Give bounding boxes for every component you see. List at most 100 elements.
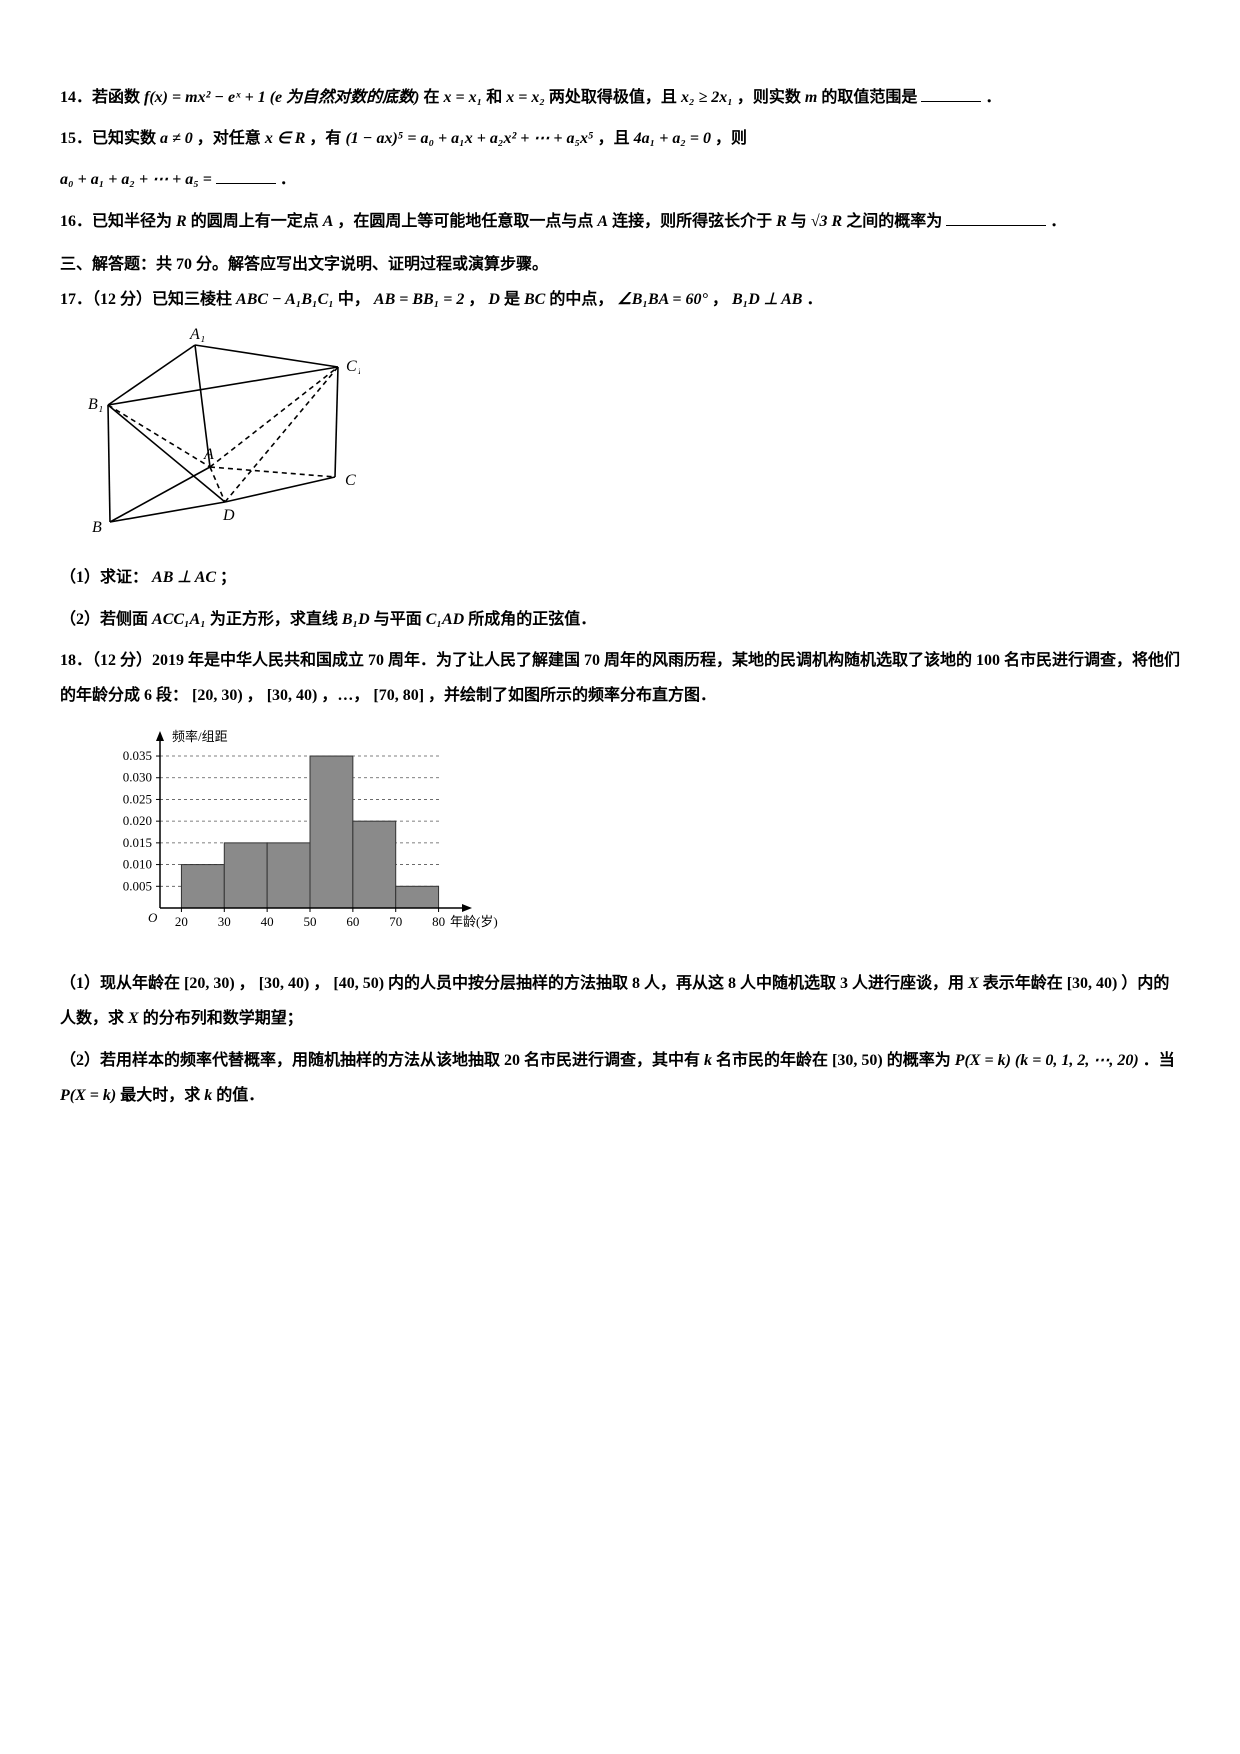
svg-text:0.035: 0.035 [123,748,152,763]
q17-p2-pre: （2）若侧面 [60,611,152,628]
svg-text:A₁: A₁ [189,327,205,343]
q15-period: ． [280,171,296,188]
q18-p2-mid1: 名市民的年龄在 [716,1052,832,1069]
q17-p2-tail: 所成角的正弦值． [468,611,596,628]
q16-mid2: ，在圆周上等可能地任意取一点与点 [337,213,597,230]
q18-seg6: [70, 80] [373,687,424,704]
q17-mid3: 是 [504,291,524,308]
q17-period: ． [806,291,822,308]
q14-func: f(x) = mx² − eˣ + 1 (e 为自然对数的底数) [144,89,419,106]
svg-text:D: D [222,507,235,524]
q18-p2-tail: 的值． [216,1087,264,1104]
question-15-line2: a₀ + a₁ + a₂ + ⋯ + a₅ = ． [60,162,1180,197]
q15-xr: x ∈ R [265,130,306,147]
svg-text:0.010: 0.010 [123,857,152,872]
q18-Pmax: P(X = k) [60,1087,116,1104]
q16-A2: A [597,213,608,230]
question-18: 18．（12 分）2019 年是中华人民共和国成立 70 周年．为了让人民了解建… [60,643,1180,713]
svg-text:C₁: C₁ [346,358,360,375]
q15-prefix: 15．已知实数 [60,130,160,147]
q17-mid1: 中， [338,291,370,308]
q14-mid3: ，则实数 [737,89,805,106]
q18-p2-pre: （2）若用样本的频率代替概率，用随机抽样的方法从该地抽取 20 名市民进行调查，… [60,1052,704,1069]
q17-mid4: 的中点， [549,291,613,308]
q17-mid2: ， [468,291,484,308]
q18-range: [30, 50) [832,1052,883,1069]
q14-period: ． [985,89,1001,106]
q18-r1: [20, 30) [184,975,235,992]
q17-BD: B₁D [342,611,370,628]
q14-tail: 的取值范围是 [821,89,917,106]
q17-part2: （2）若侧面 ACC₁A₁ 为正方形，求直线 B₁D 与平面 C₁AD 所成角的… [60,602,1180,637]
q18-p1-mid2: 表示年龄在 [983,975,1067,992]
q18-c1: ， [247,687,263,704]
svg-text:60: 60 [346,914,359,929]
q17-prefix: 17．（12 分）已知三棱柱 [60,291,236,308]
q18-tail: ，并绘制了如图所示的频率分布直方图． [428,687,716,704]
section-3-heading: 三、解答题：共 70 分。解答应写出文字说明、证明过程或演算步骤。 [60,247,1180,282]
q16-and: 与 [791,213,811,230]
q18-k: k [704,1052,712,1069]
histogram-chart: 0.0050.0100.0150.0200.0250.0300.03520304… [100,723,1180,956]
svg-text:B: B [92,519,102,536]
q17-plane: C₁AD [426,611,464,628]
q15-mid3: ，且 [598,130,634,147]
q14-m: m [805,89,817,106]
svg-text:30: 30 [218,914,231,929]
q15-mid4: ，则 [715,130,747,147]
q18-c2: ，…， [321,687,369,704]
prism-diagram: A₁C₁B₁ACBD [80,327,1180,550]
q15-cond: 4a₁ + a₂ = 0 [634,130,711,147]
q17-p2-mid1: 为正方形，求直线 [210,611,342,628]
q14-x1: x = x₁ [444,89,483,106]
q15-sum: a₀ + a₁ + a₂ + ⋯ + a₅ = [60,171,216,188]
svg-text:0.025: 0.025 [123,792,152,807]
svg-text:70: 70 [389,914,402,929]
q18-p2-mid3: ．当 [1143,1052,1175,1069]
q16-R2: R [776,213,787,230]
q17-p1-pre: （1）求证： [60,569,148,586]
q18-p1-tail: 的分布列和数学期望； [143,1010,303,1027]
q17-p2-mid2: 与平面 [374,611,426,628]
q18-seg1: [20, 30) [192,687,243,704]
q18-p1-pre: （1）现从年龄在 [60,975,184,992]
q18-cc2: ， [313,975,329,992]
q15-blank [216,167,276,184]
q16-sqrt3R: √3 R [811,213,842,230]
svg-text:0.015: 0.015 [123,835,152,850]
svg-text:50: 50 [304,914,317,929]
q18-p1-mid1: 内的人员中按分层抽样的方法抽取 8 人，再从这 8 人中随机选取 3 人进行座谈… [388,975,968,992]
q17-eq1: AB = BB₁ = 2 [374,291,465,308]
q18-r3: [40, 50) [333,975,384,992]
q18-Pexpr: P(X = k) (k = 0, 1, 2, ⋯, 20) [955,1052,1139,1069]
question-17: 17．（12 分）已知三棱柱 ABC − A₁B₁C₁ 中， AB = BB₁ … [60,282,1180,317]
q18-r2b: [30, 40) [1067,975,1118,992]
q18-p2-mid2: 的概率为 [887,1052,955,1069]
q17-p1-tail: ； [220,569,236,586]
q17-prism: ABC − A₁B₁C₁ [236,291,334,308]
q18-cc1: ， [239,975,255,992]
q14-blank [921,85,981,102]
q15-mid2: ，有 [309,130,345,147]
question-16: 16．已知半径为 R 的圆周上有一定点 A ，在圆周上等可能地任意取一点与点 A… [60,204,1180,239]
svg-text:80: 80 [432,914,445,929]
q18-k2: k [204,1087,212,1104]
q16-mid3: 连接，则所得弦长介于 [612,213,776,230]
svg-text:A: A [203,446,214,463]
q15-mid1: ，对任意 [197,130,265,147]
q15-expand: (1 − ax)⁵ = a₀ + a₁x + a₂x² + ⋯ + a₅x⁵ [345,130,593,147]
q14-cond: x₂ ≥ 2x₁ [681,89,733,106]
svg-text:0.030: 0.030 [123,770,152,785]
q17-face: ACC₁A₁ [152,611,206,628]
q17-perp: B₁D ⊥ AB [732,291,803,308]
q17-BC: BC [524,291,545,308]
q14-prefix: 14．若函数 [60,89,144,106]
q18-X2: X [128,1010,139,1027]
q18-p2-mid4: 最大时，求 [120,1087,204,1104]
q14-mid2: 两处取得极值，且 [549,89,681,106]
svg-text:0.005: 0.005 [123,878,152,893]
svg-text:频率/组距: 频率/组距 [172,729,228,744]
q17-D: D [488,291,500,308]
histogram-svg: 0.0050.0100.0150.0200.0250.0300.03520304… [100,723,500,943]
q16-A: A [323,213,334,230]
